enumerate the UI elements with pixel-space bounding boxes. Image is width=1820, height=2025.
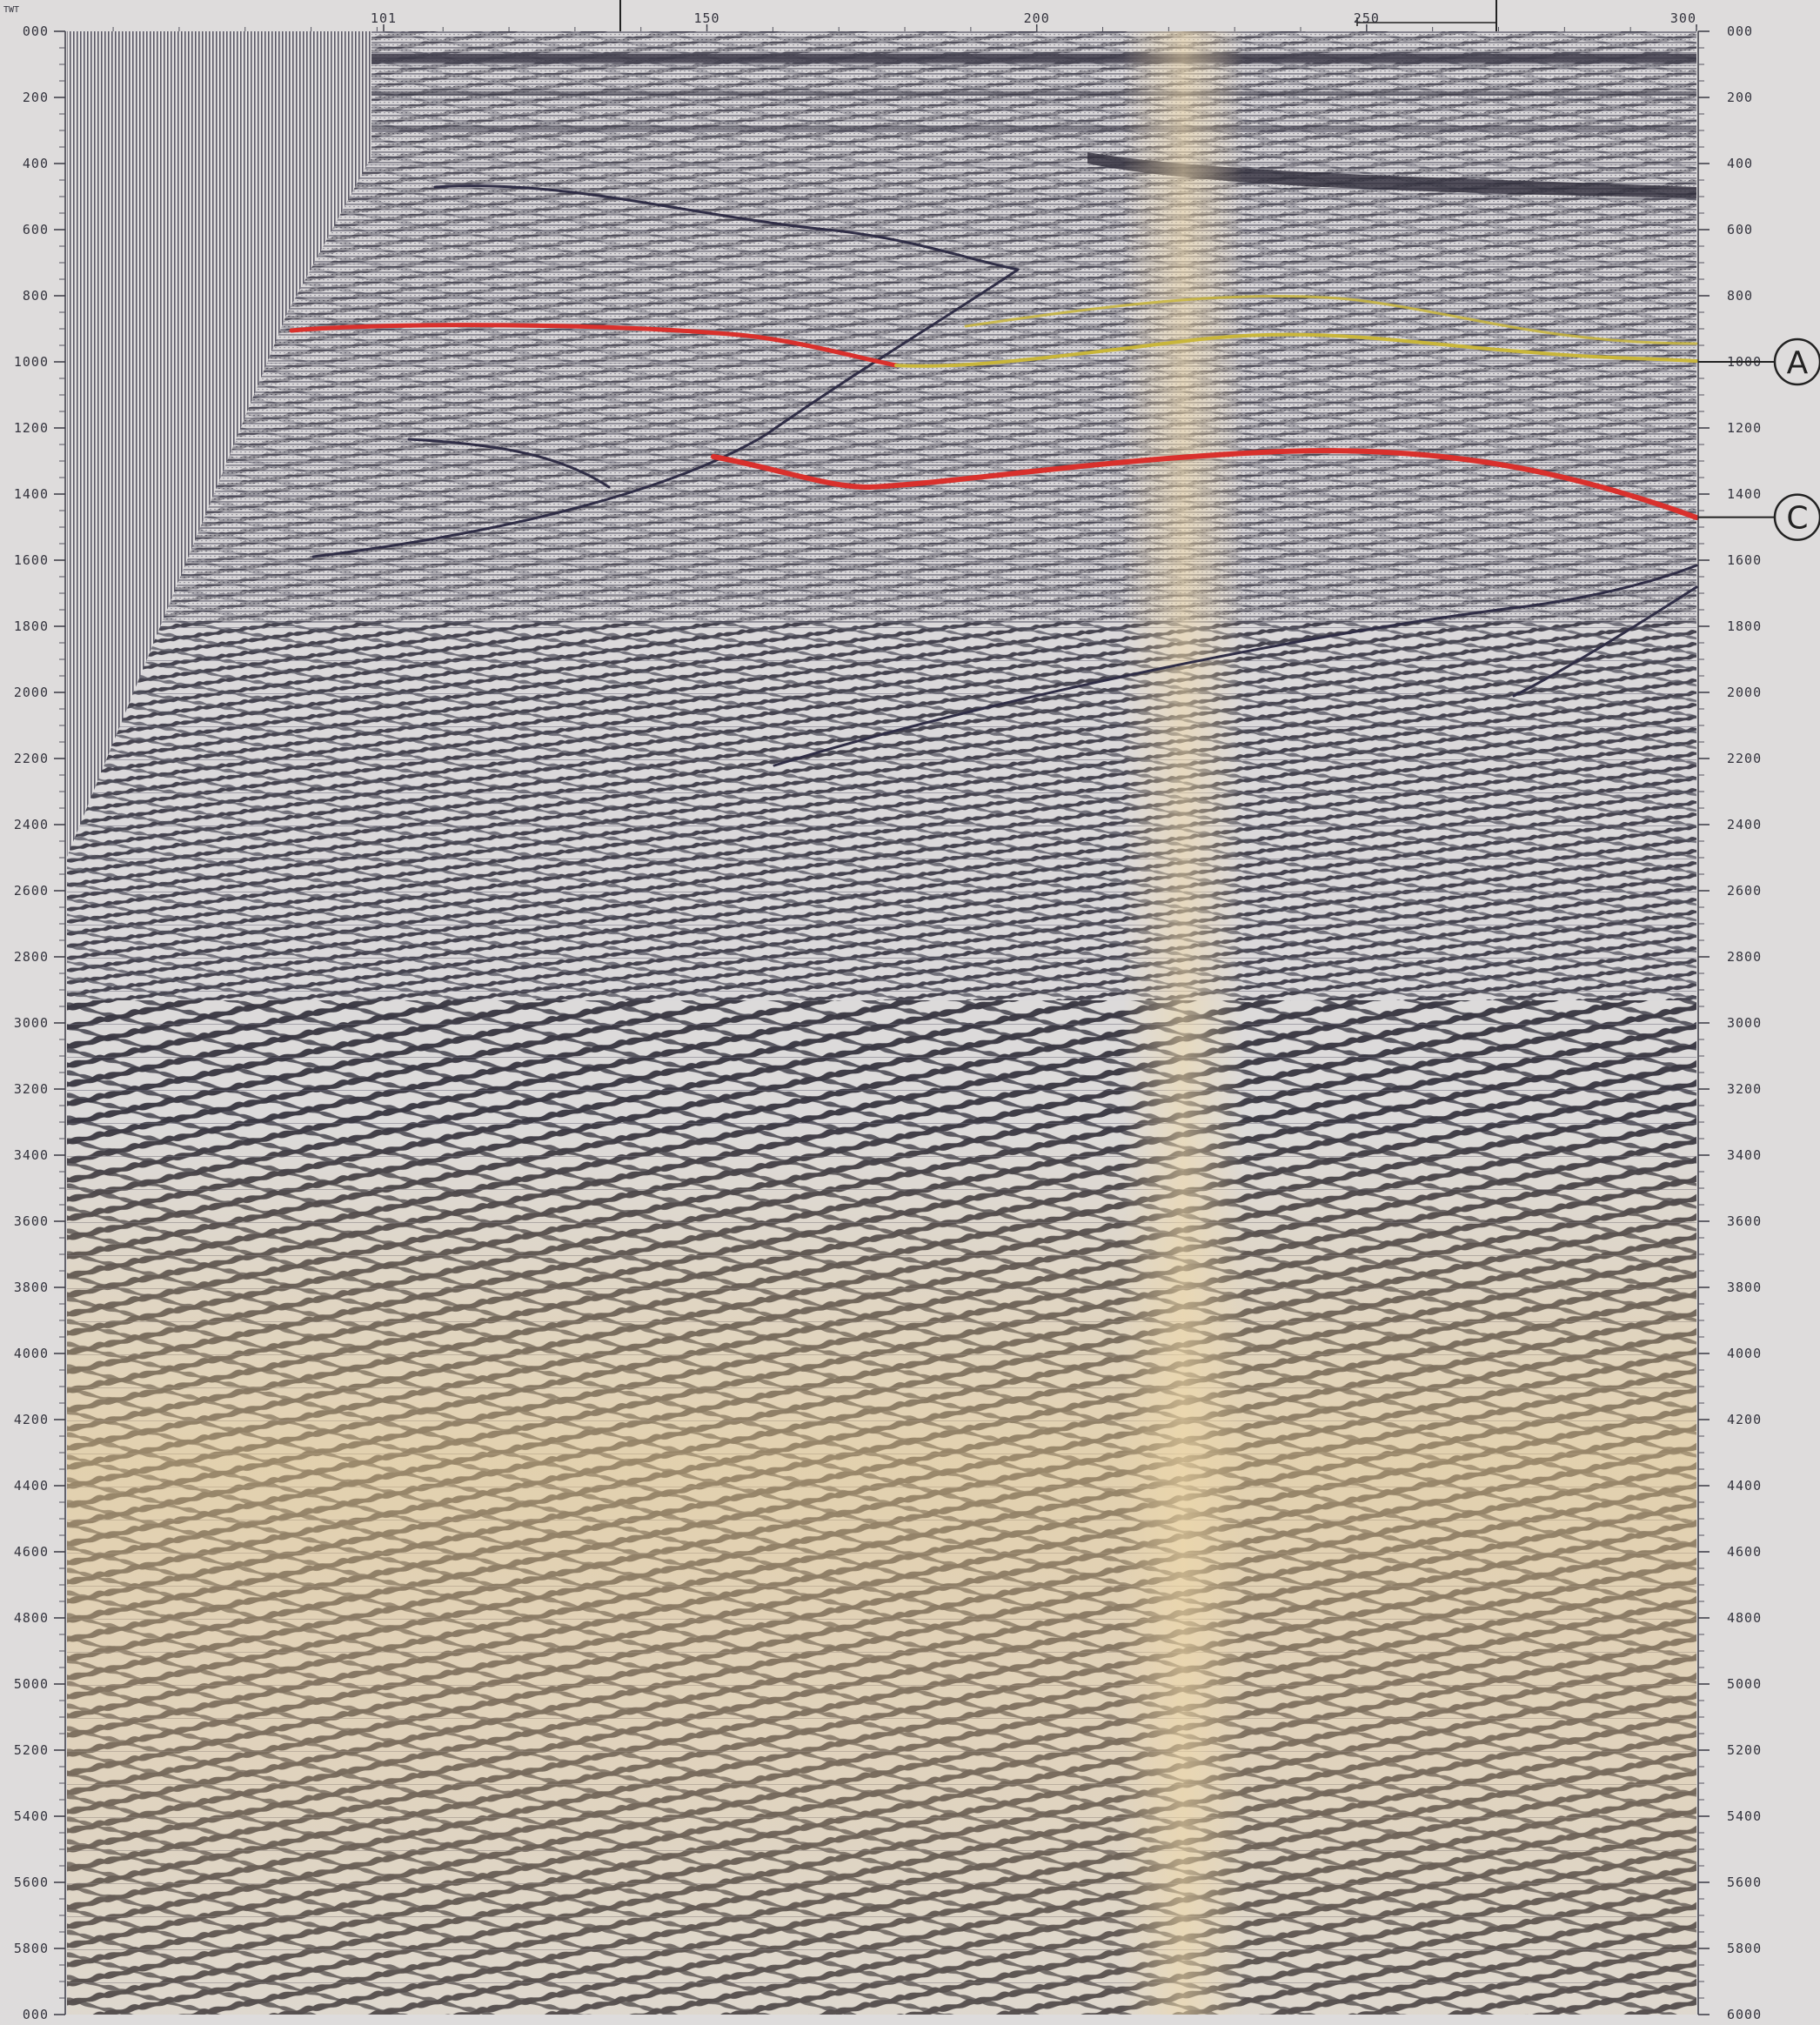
time-tick-label-left: 1800 [14,618,49,634]
time-tick-label-right: 4000 [1727,1346,1762,1361]
time-tick-label-left: 800 [23,288,49,304]
marker-letter: A [1787,345,1809,381]
horizon-a-yellow [894,332,1698,368]
time-tick-label-left: 1000 [14,354,49,370]
time-tick-label-left: 1600 [14,552,49,568]
fault-line [773,564,1698,767]
time-tick-label-right: 400 [1727,156,1753,171]
time-tick-label-left: 2600 [14,883,49,899]
time-tick-label-right: 3600 [1727,1213,1762,1229]
axes: 101 150 200 250 300 000 200 400 600 800 1000 1200 1… [14,0,1762,2022]
fault-line [433,184,1020,271]
cdp-tick-label: 250 [1354,10,1380,26]
time-ticks-right: 0002004006008001000120014001600180020002… [1698,23,1762,2022]
time-tick-label-right: 800 [1727,288,1753,304]
time-tick-label-left: 2800 [14,949,49,965]
time-tick-label-left: 000 [23,2007,49,2022]
time-tick-label-right: 2800 [1727,949,1762,965]
time-tick-label-right: 4400 [1727,1478,1762,1494]
time-tick-label-right: 2400 [1727,817,1762,832]
time-tick-label-left: 5200 [14,1742,49,1758]
cdp-ticks: 101 150 200 250 300 [112,10,1697,31]
cdp-tick-label: 200 [1024,10,1050,26]
time-tick-label-left: 1200 [14,420,49,436]
time-tick-label-left: 400 [23,156,49,171]
fault-line [311,268,1020,558]
time-tick-label-left: 3600 [14,1213,49,1229]
time-tick-label-right: 4800 [1727,1610,1762,1626]
time-tick-label-right: 6000 [1727,2007,1762,2022]
horizons [289,294,1699,520]
fault-line [407,438,611,489]
time-tick-label-left: 4000 [14,1346,49,1361]
time-tick-label-right: 5400 [1727,1808,1762,1824]
time-tick-label-left: 3200 [14,1081,49,1097]
time-tick-label-left: 5400 [14,1808,49,1824]
time-tick-label-left: 200 [23,90,49,105]
time-tick-label-left: 4800 [14,1610,49,1626]
horizon-marker-a: A [1698,338,1820,386]
cdp-tick-label: 150 [694,10,720,26]
time-tick-label-left: 000 [23,23,49,39]
time-tick-label-right: 1200 [1727,420,1762,436]
time-tick-label-right: 2000 [1727,685,1762,700]
time-tick-label-left: 600 [23,222,49,237]
fault-line [1512,585,1698,698]
fault-interpretation [311,184,1698,767]
time-tick-label-right: 4600 [1727,1544,1762,1560]
time-tick-label-right: 3400 [1727,1147,1762,1163]
time-tick-label-right: 5600 [1727,1875,1762,1890]
time-tick-label-right: 1600 [1727,552,1762,568]
time-tick-label-right: 5800 [1727,1941,1762,1956]
time-tick-label-left: 3000 [14,1015,49,1031]
time-tick-label-left: 2400 [14,817,49,832]
marker-circle [1773,493,1820,541]
horizon-a-red [289,323,899,368]
time-tick-label-right: 2200 [1727,751,1762,766]
time-tick-label-left: 3800 [14,1280,49,1295]
time-tick-label-right: 4200 [1727,1412,1762,1427]
time-tick-label-right: 200 [1727,90,1753,105]
time-tick-label-right: 1800 [1727,618,1762,634]
time-tick-label-right: 5200 [1727,1742,1762,1758]
time-axis-unit: TWT [3,5,19,15]
time-tick-label-left: 2200 [14,751,49,766]
time-tick-label-left: 1400 [14,486,49,502]
time-tick-label-left: 5800 [14,1941,49,1956]
time-tick-label-left: 5600 [14,1875,49,1890]
time-tick-label-right: 3000 [1727,1015,1762,1031]
time-tick-label-left: 2000 [14,685,49,700]
time-tick-label-right: 000 [1727,23,1753,39]
time-tick-label-left: 4600 [14,1544,49,1560]
time-tick-label-left: 3400 [14,1147,49,1163]
horizon-a-yellow-upper [964,294,1698,345]
time-tick-label-right: 5000 [1727,1676,1762,1692]
seismic-traces [67,31,1696,2015]
time-tick-label-right: 600 [1727,222,1753,237]
time-tick-label-right: 2600 [1727,883,1762,899]
horizon-markers: AC [1698,338,1820,541]
time-ticks-left: 000 200 400 600 800 1000 1200 1400 1600 1800 2000 2… [14,23,65,2022]
marker-letter: C [1786,501,1808,537]
horizon-marker-c: C [1698,493,1820,541]
time-tick-label-left: 5000 [14,1676,49,1692]
horizon-c-red [711,448,1699,520]
cdp-tick-label: 300 [1670,10,1696,26]
cdp-tick-label: 101 [371,10,397,26]
marker-circle [1773,338,1820,386]
time-tick-label-left: 4200 [14,1412,49,1427]
time-tick-label-right: 3800 [1727,1280,1762,1295]
time-tick-label-right: 3200 [1727,1081,1762,1097]
time-tick-label-left: 4400 [14,1478,49,1494]
time-tick-label-right: 1400 [1727,486,1762,502]
